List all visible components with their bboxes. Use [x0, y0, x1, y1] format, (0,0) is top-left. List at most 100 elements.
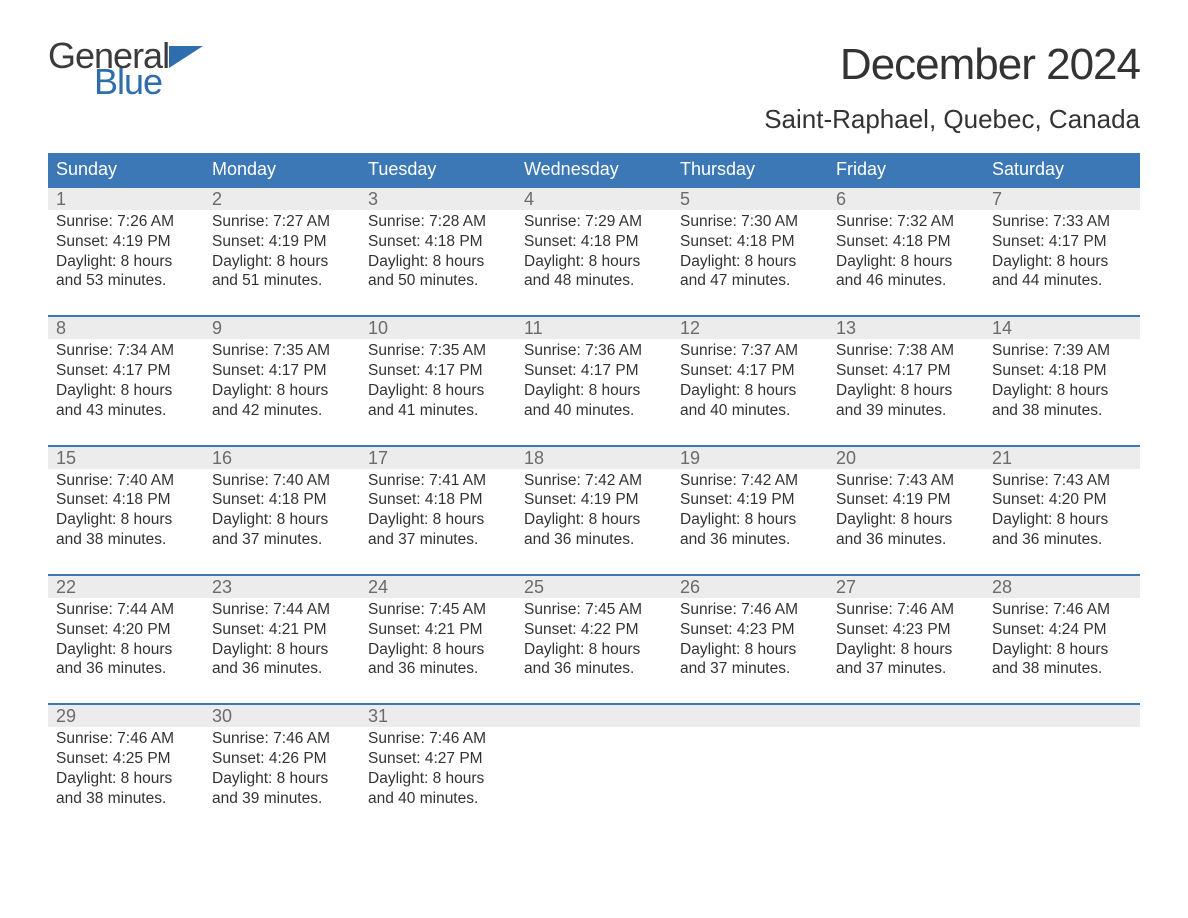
day-body: Sunrise: 7:35 AMSunset: 4:17 PMDaylight:… [204, 339, 360, 420]
day-body: Sunrise: 7:42 AMSunset: 4:19 PMDaylight:… [516, 469, 672, 550]
sunrise-line: Sunrise: 7:34 AM [56, 341, 196, 361]
daylight-line-1: Daylight: 8 hours [212, 510, 352, 530]
sunset-line: Sunset: 4:21 PM [368, 620, 508, 640]
sunset-line: Sunset: 4:17 PM [56, 361, 196, 381]
day-number: 28 [984, 576, 1140, 598]
daylight-line-1: Daylight: 8 hours [56, 381, 196, 401]
day-body: Sunrise: 7:46 AMSunset: 4:25 PMDaylight:… [48, 727, 204, 808]
day-body: Sunrise: 7:44 AMSunset: 4:20 PMDaylight:… [48, 598, 204, 679]
daylight-line-1: Daylight: 8 hours [836, 381, 976, 401]
sunrise-line: Sunrise: 7:45 AM [368, 600, 508, 620]
daylight-line-2: and 41 minutes. [368, 401, 508, 421]
day-number: 13 [828, 317, 984, 339]
sunrise-line: Sunrise: 7:40 AM [212, 471, 352, 491]
day-body: Sunrise: 7:30 AMSunset: 4:18 PMDaylight:… [672, 210, 828, 291]
daylight-line-2: and 37 minutes. [212, 530, 352, 550]
logo-text: General Blue [48, 40, 169, 99]
sunrise-line: Sunrise: 7:30 AM [680, 212, 820, 232]
daylight-line-2: and 38 minutes. [56, 789, 196, 809]
daylight-line-1: Daylight: 8 hours [56, 510, 196, 530]
daylight-line-1: Daylight: 8 hours [368, 769, 508, 789]
day-body: Sunrise: 7:41 AMSunset: 4:18 PMDaylight:… [360, 469, 516, 550]
day-cell: 4Sunrise: 7:29 AMSunset: 4:18 PMDaylight… [516, 188, 672, 291]
day-body: Sunrise: 7:29 AMSunset: 4:18 PMDaylight:… [516, 210, 672, 291]
daylight-line-1: Daylight: 8 hours [368, 252, 508, 272]
sunset-line: Sunset: 4:25 PM [56, 749, 196, 769]
day-of-week-cell: Saturday [984, 153, 1140, 186]
day-number: 23 [204, 576, 360, 598]
day-cell: 14Sunrise: 7:39 AMSunset: 4:18 PMDayligh… [984, 317, 1140, 420]
day-body: Sunrise: 7:33 AMSunset: 4:17 PMDaylight:… [984, 210, 1140, 291]
day-cell: 9Sunrise: 7:35 AMSunset: 4:17 PMDaylight… [204, 317, 360, 420]
day-number [672, 705, 828, 727]
day-number: 7 [984, 188, 1140, 210]
day-body: Sunrise: 7:36 AMSunset: 4:17 PMDaylight:… [516, 339, 672, 420]
sunrise-line: Sunrise: 7:40 AM [56, 471, 196, 491]
day-cell: 6Sunrise: 7:32 AMSunset: 4:18 PMDaylight… [828, 188, 984, 291]
day-number: 24 [360, 576, 516, 598]
sunset-line: Sunset: 4:17 PM [212, 361, 352, 381]
day-cell: 22Sunrise: 7:44 AMSunset: 4:20 PMDayligh… [48, 576, 204, 679]
day-number: 1 [48, 188, 204, 210]
day-number: 14 [984, 317, 1140, 339]
daylight-line-2: and 37 minutes. [680, 659, 820, 679]
day-cell: 17Sunrise: 7:41 AMSunset: 4:18 PMDayligh… [360, 447, 516, 550]
sunrise-line: Sunrise: 7:26 AM [56, 212, 196, 232]
sunset-line: Sunset: 4:21 PM [212, 620, 352, 640]
sunset-line: Sunset: 4:19 PM [836, 490, 976, 510]
sunrise-line: Sunrise: 7:41 AM [368, 471, 508, 491]
sunrise-line: Sunrise: 7:37 AM [680, 341, 820, 361]
sunrise-line: Sunrise: 7:28 AM [368, 212, 508, 232]
sunset-line: Sunset: 4:26 PM [212, 749, 352, 769]
daylight-line-1: Daylight: 8 hours [524, 510, 664, 530]
day-cell: 23Sunrise: 7:44 AMSunset: 4:21 PMDayligh… [204, 576, 360, 679]
sunrise-line: Sunrise: 7:42 AM [680, 471, 820, 491]
daylight-line-1: Daylight: 8 hours [212, 252, 352, 272]
sunrise-line: Sunrise: 7:46 AM [836, 600, 976, 620]
day-body: Sunrise: 7:43 AMSunset: 4:19 PMDaylight:… [828, 469, 984, 550]
day-number: 10 [360, 317, 516, 339]
day-cell: 3Sunrise: 7:28 AMSunset: 4:18 PMDaylight… [360, 188, 516, 291]
month-title: December 2024 [764, 40, 1140, 90]
day-number: 31 [360, 705, 516, 727]
day-body: Sunrise: 7:38 AMSunset: 4:17 PMDaylight:… [828, 339, 984, 420]
week-row: 8Sunrise: 7:34 AMSunset: 4:17 PMDaylight… [48, 315, 1140, 420]
sunset-line: Sunset: 4:18 PM [368, 490, 508, 510]
day-body: Sunrise: 7:45 AMSunset: 4:21 PMDaylight:… [360, 598, 516, 679]
daylight-line-2: and 36 minutes. [836, 530, 976, 550]
calendar: SundayMondayTuesdayWednesdayThursdayFrid… [48, 153, 1140, 819]
day-number: 5 [672, 188, 828, 210]
day-number: 25 [516, 576, 672, 598]
day-number [984, 705, 1140, 727]
sunset-line: Sunset: 4:19 PM [212, 232, 352, 252]
day-cell [516, 705, 672, 819]
day-body: Sunrise: 7:46 AMSunset: 4:27 PMDaylight:… [360, 727, 516, 808]
daylight-line-1: Daylight: 8 hours [524, 381, 664, 401]
sunrise-line: Sunrise: 7:43 AM [992, 471, 1132, 491]
daylight-line-2: and 40 minutes. [524, 401, 664, 421]
daylight-line-2: and 39 minutes. [212, 789, 352, 809]
day-body: Sunrise: 7:44 AMSunset: 4:21 PMDaylight:… [204, 598, 360, 679]
title-block: December 2024 Saint-Raphael, Quebec, Can… [764, 40, 1140, 135]
sunrise-line: Sunrise: 7:39 AM [992, 341, 1132, 361]
day-body: Sunrise: 7:37 AMSunset: 4:17 PMDaylight:… [672, 339, 828, 420]
sunrise-line: Sunrise: 7:33 AM [992, 212, 1132, 232]
day-number: 27 [828, 576, 984, 598]
day-number: 4 [516, 188, 672, 210]
day-cell: 7Sunrise: 7:33 AMSunset: 4:17 PMDaylight… [984, 188, 1140, 291]
daylight-line-1: Daylight: 8 hours [368, 381, 508, 401]
day-cell: 19Sunrise: 7:42 AMSunset: 4:19 PMDayligh… [672, 447, 828, 550]
daylight-line-2: and 36 minutes. [524, 659, 664, 679]
day-cell: 8Sunrise: 7:34 AMSunset: 4:17 PMDaylight… [48, 317, 204, 420]
sunset-line: Sunset: 4:17 PM [992, 232, 1132, 252]
day-cell: 13Sunrise: 7:38 AMSunset: 4:17 PMDayligh… [828, 317, 984, 420]
daylight-line-1: Daylight: 8 hours [836, 640, 976, 660]
day-body: Sunrise: 7:28 AMSunset: 4:18 PMDaylight:… [360, 210, 516, 291]
day-number: 21 [984, 447, 1140, 469]
daylight-line-2: and 36 minutes. [212, 659, 352, 679]
sunrise-line: Sunrise: 7:35 AM [212, 341, 352, 361]
day-number: 2 [204, 188, 360, 210]
sunset-line: Sunset: 4:18 PM [212, 490, 352, 510]
sunrise-line: Sunrise: 7:46 AM [992, 600, 1132, 620]
day-cell [828, 705, 984, 819]
